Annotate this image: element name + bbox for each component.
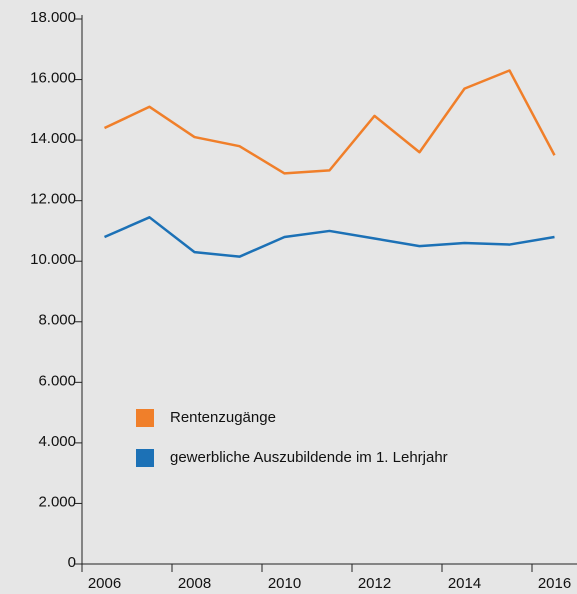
x-tick-label: 2010 <box>268 575 301 592</box>
x-tick-label: 2006 <box>88 575 121 592</box>
legend-label: Rentenzugänge <box>170 409 276 426</box>
y-tick-label: 16.000 <box>30 70 76 87</box>
y-tick-label: 6.000 <box>38 372 76 389</box>
legend-swatch <box>136 449 154 467</box>
x-tick-label: 2016 <box>538 575 571 592</box>
y-tick-label: 10.000 <box>30 251 76 268</box>
y-tick-label: 0 <box>68 554 76 571</box>
y-tick-label: 12.000 <box>30 191 76 208</box>
series-line <box>103 216 555 258</box>
y-tick-label: 2.000 <box>38 493 76 510</box>
x-tick-label: 2008 <box>178 575 211 592</box>
x-tick-label: 2014 <box>448 575 481 592</box>
y-tick-label: 8.000 <box>38 312 76 329</box>
y-tick-label: 18.000 <box>30 9 76 26</box>
legend-swatch <box>136 409 154 427</box>
y-tick-label: 14.000 <box>30 130 76 147</box>
legend-label: gewerbliche Auszubildende im 1. Lehrjahr <box>170 449 448 466</box>
series-line <box>103 69 556 175</box>
x-tick-label: 2012 <box>358 575 391 592</box>
y-tick-label: 4.000 <box>38 433 76 450</box>
